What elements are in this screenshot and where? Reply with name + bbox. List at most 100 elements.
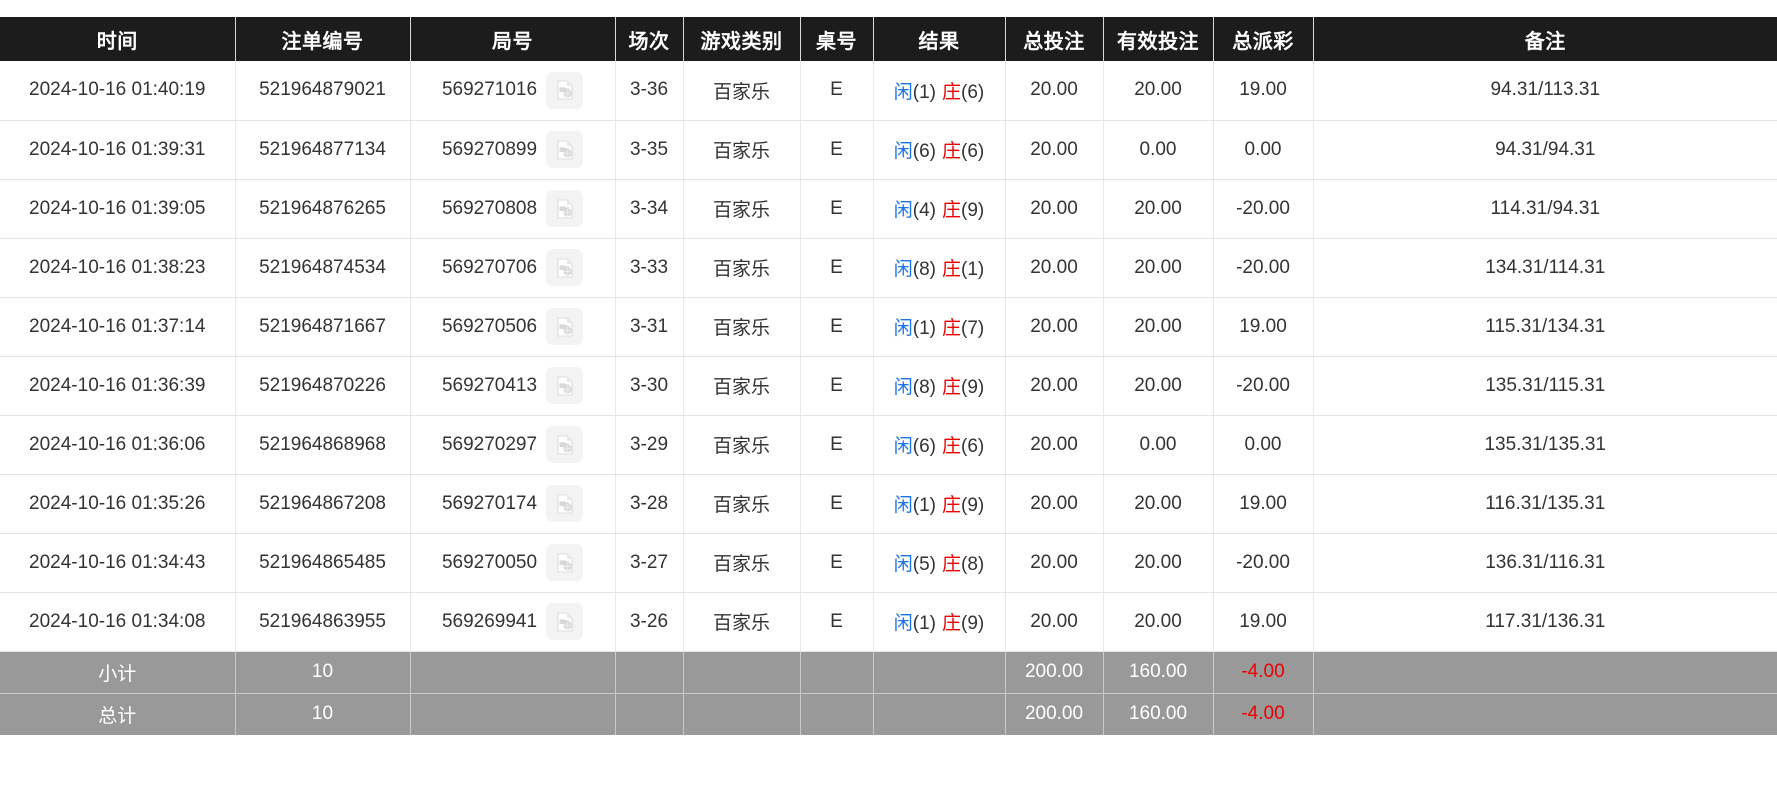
- cell-session: 3-33: [615, 238, 684, 298]
- cell-remark: 135.31/115.31: [1313, 356, 1777, 416]
- table-row: 2024-10-16 01:34:08 521964863955 569269941…: [0, 592, 1777, 652]
- round-cell-inner: 569270808: [411, 190, 615, 227]
- cell-time: 2024-10-16 01:35:26: [0, 474, 236, 534]
- result-player-label: 闲: [893, 81, 913, 103]
- column-header-result[interactable]: 结果: [873, 17, 1006, 61]
- cell-valid-bet: 20.00: [1103, 297, 1214, 357]
- video-replay-icon[interactable]: [546, 190, 584, 227]
- video-replay-icon[interactable]: [546, 308, 584, 345]
- cell-round-id: 569270413: [410, 356, 616, 416]
- cell-time: 2024-10-16 01:36:39: [0, 356, 236, 416]
- table-summary: 小计 10 200.00 160.00 -4.00 总计 10 200.00 160.00 -4.…: [0, 651, 1777, 735]
- video-replay-icon[interactable]: [546, 603, 584, 640]
- cell-session: 3-31: [615, 297, 684, 357]
- cell-total-bet: 20.00: [1005, 592, 1104, 652]
- cell-result: 闲(1) 庄(9): [873, 592, 1006, 652]
- video-replay-icon[interactable]: [546, 544, 584, 581]
- round-number: 569271016: [441, 79, 538, 101]
- cell-result: 闲(5) 庄(8): [873, 533, 1006, 593]
- column-header-total[interactable]: 总投注: [1005, 17, 1104, 61]
- video-replay-icon[interactable]: [546, 249, 584, 286]
- cell-payout: 19.00: [1213, 297, 1314, 357]
- result-player-label: 闲: [893, 141, 913, 162]
- video-replay-icon[interactable]: [546, 131, 584, 168]
- result-player-points: (1): [912, 495, 936, 516]
- cell-order-id: 521964870226: [235, 356, 411, 416]
- table-row: 2024-10-16 01:40:19 521964879021 569271016…: [0, 61, 1777, 121]
- result-banker-points: (1): [961, 259, 985, 280]
- result-player-label: 闲: [893, 259, 913, 280]
- cell-game-type: 百家乐: [683, 474, 801, 534]
- summary-row-subtotal: 小计 10 200.00 160.00 -4.00: [0, 651, 1777, 694]
- summary-row-total: 总计 10 200.00 160.00 -4.00: [0, 693, 1777, 735]
- cell-session: 3-30: [615, 356, 684, 416]
- cell-total-bet: 20.00: [1005, 533, 1104, 593]
- column-header-remark[interactable]: 备注: [1313, 17, 1777, 61]
- cell-game-type: 百家乐: [683, 415, 801, 475]
- video-replay-icon[interactable]: [546, 485, 584, 522]
- cell-remark: 135.31/135.31: [1313, 415, 1777, 475]
- cell-session: 3-27: [615, 533, 684, 593]
- column-header-order[interactable]: 注单编号: [235, 17, 411, 61]
- table-row: 2024-10-16 01:36:06 521964868968 569270297…: [0, 415, 1777, 475]
- column-header-session[interactable]: 场次: [615, 17, 684, 61]
- cell-session: 3-34: [615, 179, 684, 239]
- table-row: 2024-10-16 01:34:43 521964865485 569270050…: [0, 533, 1777, 593]
- cell-payout: 19.00: [1213, 592, 1314, 652]
- result-banker-points: (7): [961, 318, 985, 339]
- cell-time: 2024-10-16 01:34:43: [0, 533, 236, 593]
- column-header-payout[interactable]: 总派彩: [1213, 17, 1314, 61]
- cell-time: 2024-10-16 01:38:23: [0, 238, 236, 298]
- cell-payout: -20.00: [1213, 533, 1314, 593]
- column-header-round[interactable]: 局号: [410, 17, 616, 61]
- cell-order-id: 521964879021: [235, 61, 411, 121]
- cell-remark: 134.31/114.31: [1313, 238, 1777, 298]
- result-player-label: 闲: [893, 554, 913, 575]
- cell-valid-bet: 20.00: [1103, 592, 1214, 652]
- cell-valid-bet: 0.00: [1103, 415, 1214, 475]
- result-banker-points: (8): [961, 554, 985, 575]
- column-header-game[interactable]: 游戏类别: [683, 17, 801, 61]
- video-replay-icon[interactable]: [546, 426, 584, 463]
- column-header-table[interactable]: 桌号: [800, 17, 874, 61]
- column-header-time[interactable]: 时间: [0, 17, 236, 61]
- summary-count: 10: [235, 651, 411, 694]
- cell-table-id: E: [800, 415, 874, 475]
- summary-label: 总计: [0, 693, 236, 735]
- result-player-label: 闲: [893, 613, 913, 634]
- summary-count: 10: [235, 693, 411, 735]
- cell-order-id: 521964877134: [235, 120, 411, 180]
- cell-game-type: 百家乐: [683, 592, 801, 652]
- round-cell-inner: 569269941: [411, 603, 615, 640]
- video-replay-icon[interactable]: [546, 71, 584, 109]
- cell-total-bet: 20.00: [1005, 356, 1104, 416]
- summary-session: [615, 693, 684, 735]
- column-header-valid[interactable]: 有效投注: [1103, 17, 1214, 61]
- summary-label: 小计: [0, 651, 236, 694]
- cell-remark: 114.31/94.31: [1313, 179, 1777, 239]
- cell-remark: 116.31/135.31: [1313, 474, 1777, 534]
- cell-result: 闲(6) 庄(6): [873, 415, 1006, 475]
- cell-result: 闲(8) 庄(1): [873, 238, 1006, 298]
- summary-payout: -4.00: [1213, 651, 1314, 694]
- cell-round-id: 569269941: [410, 592, 616, 652]
- result-banker-label: 庄: [942, 495, 962, 516]
- result-banker-label: 庄: [942, 377, 962, 398]
- result-player-points: (8): [912, 377, 936, 398]
- cell-total-bet: 20.00: [1005, 474, 1104, 534]
- result-banker-label: 庄: [942, 200, 962, 221]
- cell-result: 闲(1) 庄(9): [873, 474, 1006, 534]
- result-player-points: (6): [912, 141, 936, 162]
- result-player-label: 闲: [893, 495, 913, 516]
- cell-result: 闲(8) 庄(9): [873, 356, 1006, 416]
- result-banker-points: (9): [961, 377, 985, 398]
- result-banker-points: (6): [961, 141, 985, 162]
- cell-round-id: 569270808: [410, 179, 616, 239]
- round-number: 569270050: [441, 551, 538, 573]
- round-number: 569270899: [441, 138, 538, 160]
- cell-table-id: E: [800, 179, 874, 239]
- result-player-points: (1): [912, 318, 936, 339]
- video-replay-icon[interactable]: [546, 367, 584, 404]
- cell-game-type: 百家乐: [683, 297, 801, 357]
- summary-remark: [1313, 651, 1777, 694]
